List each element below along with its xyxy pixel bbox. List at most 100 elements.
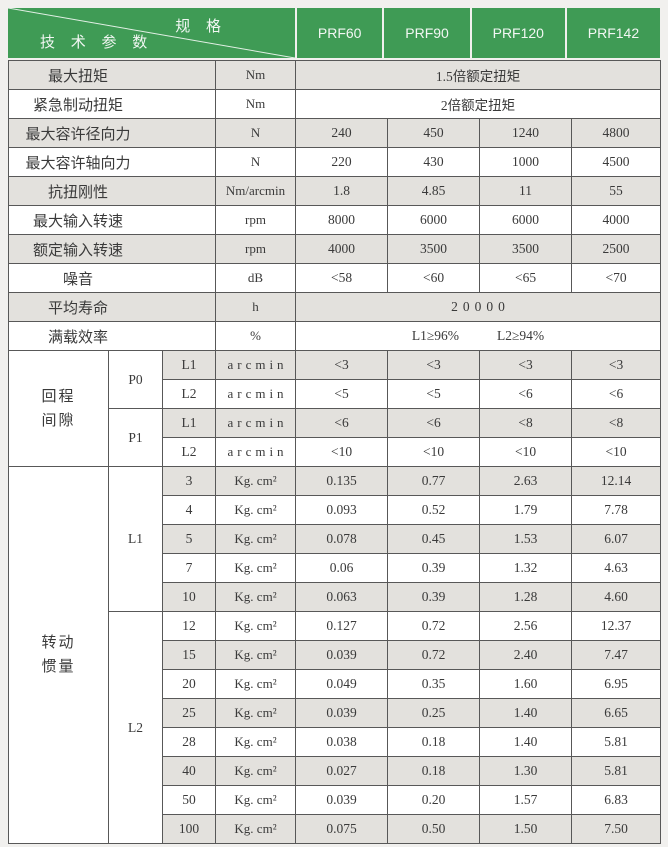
table-row: 20 Kg. cm² 0.049 0.35 1.60 6.95 xyxy=(9,669,662,699)
value-cell: 0.18 xyxy=(387,756,481,786)
unit-cell: Kg. cm² xyxy=(215,727,297,757)
param-cell: 额定输入转速 xyxy=(7,234,217,264)
value-cell: 0.39 xyxy=(387,582,481,612)
value-cell: 0.72 xyxy=(387,640,481,670)
unit-cell: arcmin xyxy=(215,379,297,409)
value-cell: <70 xyxy=(571,263,662,293)
unit-cell: Kg. cm² xyxy=(215,698,297,728)
value-cell: <65 xyxy=(479,263,573,293)
value-cell: 0.25 xyxy=(387,698,481,728)
table-header: 规 格 技 术 参 数 PRF60 PRF90 PRF120 PRF142 xyxy=(8,8,660,58)
unit-cell: arcmin xyxy=(215,350,297,380)
stage-cell: L1 xyxy=(161,350,217,380)
value-cell: 6000 xyxy=(387,205,481,235)
value-cell: 1.5倍额定扭矩 xyxy=(295,60,662,90)
unit-cell: % xyxy=(215,321,297,351)
value-cell: <6 xyxy=(479,379,573,409)
value-cell: <3 xyxy=(479,350,573,380)
value-cell: <6 xyxy=(571,379,662,409)
ratio-cell: 5 xyxy=(161,524,217,554)
ratio-cell: 40 xyxy=(161,756,217,786)
unit-cell: Kg. cm² xyxy=(215,466,297,496)
inertia-section-label: 转动 惯量 xyxy=(8,466,109,844)
unit-cell: Kg. cm² xyxy=(215,785,297,815)
value-cell: 4800 xyxy=(571,118,662,148)
ratio-cell: 50 xyxy=(161,785,217,815)
value-cell: 55 xyxy=(571,176,662,206)
value-cell: 8000 xyxy=(295,205,389,235)
tech-params-axis-label: 技 术 参 数 xyxy=(40,35,154,51)
value-cell: 0.35 xyxy=(387,669,481,699)
table-row: P1 L1 arcmin <6 <6 <8 <8 xyxy=(9,408,662,467)
value-cell: <10 xyxy=(295,437,389,467)
table-row: 额定输入转速 rpm 4000 3500 3500 2500 xyxy=(7,234,662,264)
unit-cell: arcmin xyxy=(215,408,297,438)
param-cell: 平均寿命 xyxy=(7,292,217,322)
value-cell: 3500 xyxy=(479,234,573,264)
table-row: 满载效率 % L1≥96% L2≥94% xyxy=(7,321,662,351)
table-row: L2 arcmin <10 <10 <10 <10 xyxy=(9,437,662,467)
unit-cell: N xyxy=(215,118,297,148)
param-cell: 最大输入转速 xyxy=(7,205,217,235)
backlash-section-label: 回程 间隙 xyxy=(8,350,109,467)
value-cell: 12.37 xyxy=(571,611,662,641)
value-cell: <3 xyxy=(387,350,481,380)
value-cell: 4500 xyxy=(571,147,662,177)
value-cell: <10 xyxy=(571,437,662,467)
ratio-cell: 12 xyxy=(161,611,217,641)
table-row: 回程 间隙 P0 L1 arcmin <3 <3 <3 <3 xyxy=(8,350,662,467)
ratio-cell: 25 xyxy=(161,698,217,728)
value-cell: 0.078 xyxy=(295,524,389,554)
ratio-cell: 7 xyxy=(161,553,217,583)
ratio-cell: 15 xyxy=(161,640,217,670)
value-cell: 1.32 xyxy=(479,553,573,583)
table-row: 40 Kg. cm² 0.027 0.18 1.30 5.81 xyxy=(9,756,662,786)
unit-cell: Kg. cm² xyxy=(215,495,297,525)
value-cell: 0.049 xyxy=(295,669,389,699)
value-cell: <3 xyxy=(571,350,662,380)
value-cell: 0.72 xyxy=(387,611,481,641)
column-header-prf142: PRF142 xyxy=(566,8,660,58)
efficiency-l2: L2≥94% xyxy=(497,328,545,343)
value-cell: 0.77 xyxy=(387,466,481,496)
param-cell: 抗扭刚性 xyxy=(7,176,217,206)
value-cell: 2.56 xyxy=(479,611,573,641)
unit-cell: N xyxy=(215,147,297,177)
value-cell: 5.81 xyxy=(571,727,662,757)
table-row: 5 Kg. cm² 0.078 0.45 1.53 6.07 xyxy=(9,524,662,554)
value-cell: 7.78 xyxy=(571,495,662,525)
value-cell: 430 xyxy=(387,147,481,177)
table-row: 7 Kg. cm² 0.06 0.39 1.32 4.63 xyxy=(9,553,662,583)
value-cell: 6.07 xyxy=(571,524,662,554)
table-row: 100 Kg. cm² 0.075 0.50 1.50 7.50 xyxy=(9,814,662,844)
value-cell: 0.039 xyxy=(295,640,389,670)
stage-cell: L2 xyxy=(161,379,217,409)
unit-cell: Kg. cm² xyxy=(215,640,297,670)
value-cell: <5 xyxy=(387,379,481,409)
unit-cell: Nm/arcmin xyxy=(215,176,297,206)
value-cell: L1≥96% L2≥94% xyxy=(295,321,662,351)
column-header-prf90: PRF90 xyxy=(384,8,470,58)
value-cell: 2.63 xyxy=(479,466,573,496)
value-cell: 0.50 xyxy=(387,814,481,844)
value-cell: 6.65 xyxy=(571,698,662,728)
table-row: 最大扭矩 Nm 1.5倍额定扭矩 xyxy=(7,60,662,90)
value-cell: 4.63 xyxy=(571,553,662,583)
unit-cell: Kg. cm² xyxy=(215,524,297,554)
value-cell: <6 xyxy=(295,408,389,438)
value-cell: 1.53 xyxy=(479,524,573,554)
ratio-cell: 10 xyxy=(161,582,217,612)
unit-cell: Kg. cm² xyxy=(215,756,297,786)
table-row: 最大容许径向力 N 240 450 1240 4800 xyxy=(7,118,662,148)
unit-cell: Kg. cm² xyxy=(215,814,297,844)
value-cell: 1.50 xyxy=(479,814,573,844)
value-cell: 0.038 xyxy=(295,727,389,757)
ratio-cell: 100 xyxy=(161,814,217,844)
value-cell: 0.39 xyxy=(387,553,481,583)
table-row: 最大输入转速 rpm 8000 6000 6000 4000 xyxy=(7,205,662,235)
value-cell: 4.60 xyxy=(571,582,662,612)
unit-cell: Kg. cm² xyxy=(215,669,297,699)
value-cell: 4000 xyxy=(571,205,662,235)
column-header-prf60: PRF60 xyxy=(297,8,383,58)
